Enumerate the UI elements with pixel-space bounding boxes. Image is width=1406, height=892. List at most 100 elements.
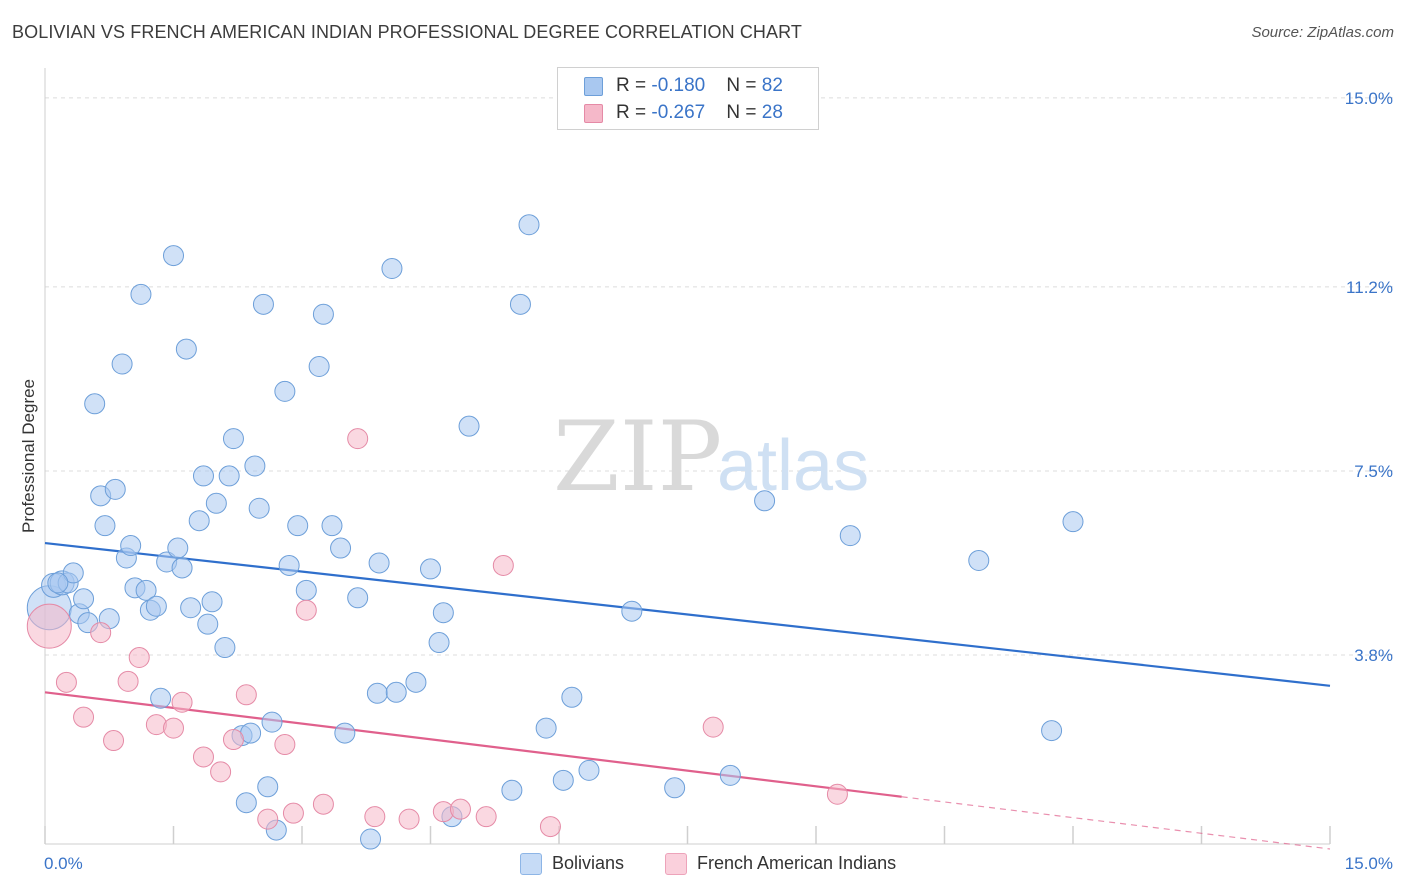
data-point [128,646,150,668]
r-value: -0.267 [651,102,706,123]
data-point [62,562,84,584]
data-point [1062,511,1084,533]
data-point [312,303,334,325]
axes [44,68,1331,845]
data-point [1041,720,1063,742]
data-point [274,380,296,402]
data-point [180,597,202,619]
y-tick-label: 11.2% [1346,278,1393,297]
watermark-atlas: atlas [717,426,869,506]
data-point [368,552,390,574]
data-point [509,293,531,315]
data-point [175,338,197,360]
data-point [398,808,420,830]
data-point [561,686,583,708]
data-point [702,716,724,738]
data-point [347,587,369,609]
data-point [252,293,274,315]
data-point [364,806,386,828]
data-point [754,490,776,512]
y-tick-label: 15.0% [1345,89,1393,108]
stats-legend-text: R = -0.267 N = 28 [616,102,783,124]
data-point [664,777,686,799]
data-point [501,779,523,801]
data-point [73,706,95,728]
data-point [257,808,279,830]
x-tick-label: 15.0% [1345,854,1393,873]
data-point [432,602,454,624]
data-point [145,595,167,617]
data-point [197,613,219,635]
data-point [117,670,139,692]
grid-lines [45,97,1395,656]
data-point [171,557,193,579]
data-point [150,687,172,709]
data-point [312,793,334,815]
y-axis-label: Professional Degree [19,379,38,533]
y-tick-label: 3.8% [1354,646,1393,665]
data-point [261,711,283,733]
data-point [405,671,427,693]
data-point [539,816,561,838]
y-tick-labels: 3.8% 7.5% 11.2% 15.0% [1345,89,1393,665]
data-point [201,591,223,613]
x-tick-label: 0.0% [44,854,83,873]
data-point [222,428,244,450]
data-point [192,465,214,487]
data-point [449,798,471,820]
data-point [205,492,227,514]
data-point [244,455,266,477]
data-point [428,632,450,654]
data-point [163,245,184,267]
y-tick-label: 7.5% [1354,462,1393,481]
data-point [308,355,330,377]
legend-swatch-french-american-indians [584,104,603,123]
data-point [90,622,112,644]
data-point [420,558,441,580]
data-point [104,478,126,500]
data-point [330,537,352,559]
n-label: N = [726,102,762,123]
data-point [381,258,403,280]
data-point [120,535,142,557]
data-point [385,681,407,703]
data-point [287,515,309,537]
data-point [135,579,157,601]
chart-title: BOLIVIAN VS FRENCH AMERICAN INDIAN PROFE… [12,22,803,42]
data-point [235,684,257,706]
data-point [282,802,304,824]
source-credit: Source: ZipAtlas.com [1251,24,1394,41]
data-points [26,214,1084,850]
data-point [552,769,574,791]
data-point [475,806,497,828]
data-point [145,714,167,736]
data-point [334,722,356,744]
r-label: R = [616,102,652,123]
n-label: N = [726,75,762,96]
data-point [167,537,189,559]
data-point [360,828,382,850]
data-point [458,415,480,437]
legend-label-bolivians: Bolivians [552,853,625,873]
data-point [163,717,184,739]
data-point [366,682,388,704]
data-point [84,393,106,415]
data-point [103,730,125,752]
legend-swatch-bolivians [584,77,603,96]
data-point [518,214,540,236]
data-point [274,734,296,756]
r-value: -0.180 [651,75,706,96]
data-point [55,671,77,693]
legend-swatch-bolivians [520,853,542,875]
data-point [248,497,270,519]
data-point [210,761,232,783]
data-point [295,579,317,601]
trend-line-extension [901,796,1331,850]
watermark: ZIP atlas [553,401,869,513]
data-point [621,600,643,622]
data-point [295,599,317,621]
data-point [47,572,69,594]
data-point [171,691,193,713]
data-point [26,603,72,649]
